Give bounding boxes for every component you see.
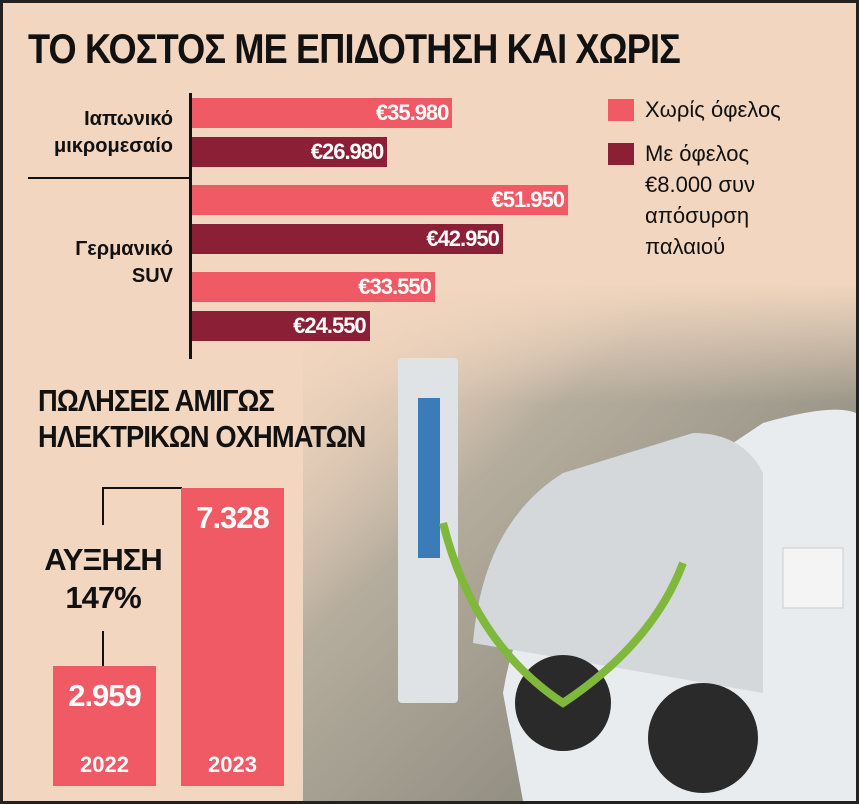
legend-swatch <box>608 143 634 165</box>
background-photo <box>303 283 856 801</box>
value-label: €33.550 <box>358 274 432 299</box>
bar <box>192 311 370 341</box>
value-label: €24.550 <box>293 313 367 338</box>
chart-title: ΠΩΛΗΣΕΙΣ ΑΜΙΓΩΣ ΗΛΕΚΤΡΙΚΩΝ ΟΧΗΜΑΤΩΝ <box>38 383 366 454</box>
chart-title: ΤΟ ΚΟΣΤΟΣ ΜΕ ΕΠΙΔΟΤΗΣΗ ΚΑΙ ΧΩΡΙΣ <box>28 25 681 72</box>
bracket-line <box>102 487 182 489</box>
bar <box>192 185 568 215</box>
group-separator <box>28 177 190 179</box>
bracket-line <box>102 631 104 667</box>
category-label: Γερμανικό SUV <box>75 238 173 287</box>
bar <box>192 98 453 128</box>
legend-label: Χωρίς όφελος <box>645 97 781 122</box>
value-label: €35.980 <box>375 100 450 125</box>
legend-label: Με όφελος €8.000 συν απόσυρση παλαιού <box>645 141 756 259</box>
bar <box>181 488 284 786</box>
bar <box>53 665 156 786</box>
x-tick-label: 2023 <box>208 752 257 777</box>
value-label: €26.980 <box>310 139 385 164</box>
x-tick-label: 2022 <box>80 752 129 777</box>
bar <box>192 272 435 302</box>
axis-line <box>189 93 192 359</box>
legend-swatch <box>608 99 634 121</box>
bracket-line <box>102 487 104 525</box>
value-label: €51.950 <box>491 187 565 212</box>
category-label: Ιαπωνικό μικρομεσαίο <box>53 107 173 157</box>
value-label: 2.959 <box>68 677 142 713</box>
value-label: 7.328 <box>196 500 270 535</box>
value-label: €42.950 <box>426 226 500 251</box>
bar <box>192 224 503 254</box>
annotation: ΑΥΞΗΣΗ 147% <box>44 542 163 615</box>
bar <box>192 137 388 167</box>
